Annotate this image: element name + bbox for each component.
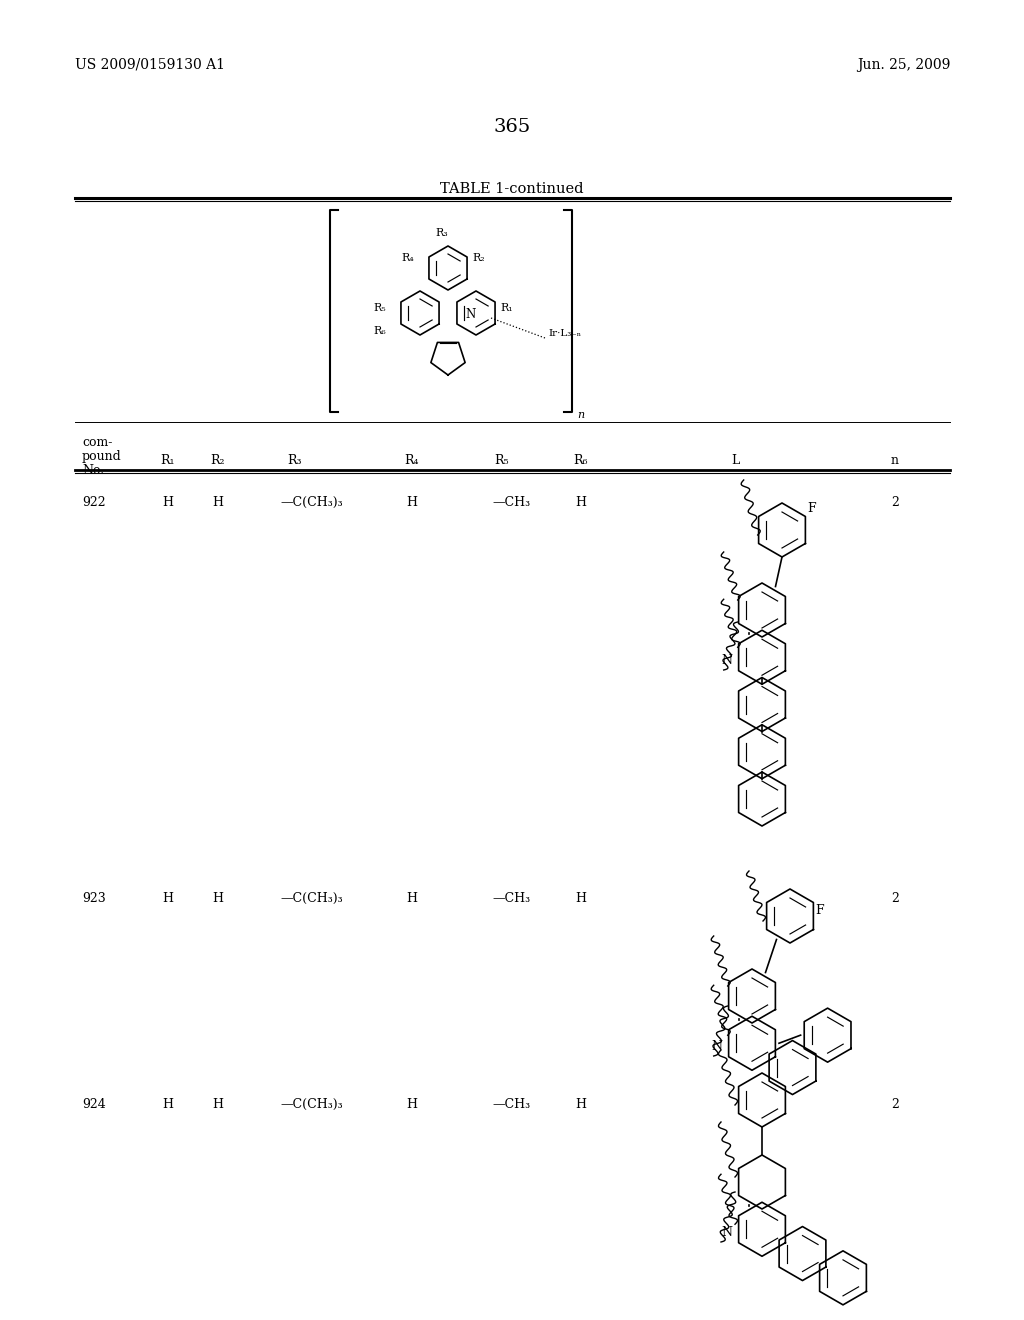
Text: Jun. 25, 2009: Jun. 25, 2009: [857, 58, 950, 73]
Text: H: H: [407, 892, 418, 906]
Text: TABLE 1-continued: TABLE 1-continued: [440, 182, 584, 195]
Text: H: H: [575, 1098, 587, 1111]
Text: No.: No.: [82, 465, 104, 477]
Text: —C(CH₃)₃: —C(CH₃)₃: [280, 1098, 343, 1111]
Text: H: H: [575, 496, 587, 510]
Text: L: L: [731, 454, 739, 467]
Text: R₁: R₁: [500, 304, 513, 313]
Text: F: F: [807, 502, 816, 515]
Text: F: F: [815, 903, 823, 916]
Text: 2: 2: [891, 496, 899, 510]
Text: N: N: [711, 1040, 722, 1053]
Text: N: N: [466, 309, 476, 322]
Text: N: N: [721, 1226, 732, 1238]
Text: 923: 923: [82, 892, 105, 906]
Text: R₆: R₆: [573, 454, 588, 467]
Text: pound: pound: [82, 450, 122, 463]
Text: R₃: R₃: [288, 454, 302, 467]
Text: H: H: [163, 892, 173, 906]
Text: H: H: [407, 1098, 418, 1111]
Text: H: H: [213, 892, 223, 906]
Text: H: H: [213, 1098, 223, 1111]
Text: R₅: R₅: [495, 454, 509, 467]
Text: com-: com-: [82, 436, 113, 449]
Text: R₁: R₁: [161, 454, 175, 467]
Text: 365: 365: [494, 117, 530, 136]
Text: 2: 2: [891, 1098, 899, 1111]
Text: 922: 922: [82, 496, 105, 510]
Text: 924: 924: [82, 1098, 105, 1111]
Text: H: H: [575, 892, 587, 906]
Text: R₂: R₂: [211, 454, 225, 467]
Text: —CH₃: —CH₃: [492, 496, 530, 510]
Text: n: n: [577, 411, 584, 420]
Text: —CH₃: —CH₃: [492, 892, 530, 906]
Text: H: H: [163, 496, 173, 510]
Text: R₂: R₂: [472, 253, 484, 263]
Text: R₅: R₅: [374, 304, 386, 313]
Text: H: H: [163, 1098, 173, 1111]
Text: Ir·L₃₋ₙ: Ir·L₃₋ₙ: [548, 329, 582, 338]
Text: —C(CH₃)₃: —C(CH₃)₃: [280, 496, 343, 510]
Text: R₄: R₄: [401, 253, 414, 263]
Text: —CH₃: —CH₃: [492, 1098, 530, 1111]
Text: R₆: R₆: [374, 326, 386, 337]
Text: US 2009/0159130 A1: US 2009/0159130 A1: [75, 58, 225, 73]
Text: n: n: [891, 454, 899, 467]
Text: R₃: R₃: [435, 228, 449, 238]
Text: 2: 2: [891, 892, 899, 906]
Text: H: H: [213, 496, 223, 510]
Text: H: H: [407, 496, 418, 510]
Text: R₄: R₄: [404, 454, 419, 467]
Text: N: N: [721, 653, 732, 667]
Text: —C(CH₃)₃: —C(CH₃)₃: [280, 892, 343, 906]
